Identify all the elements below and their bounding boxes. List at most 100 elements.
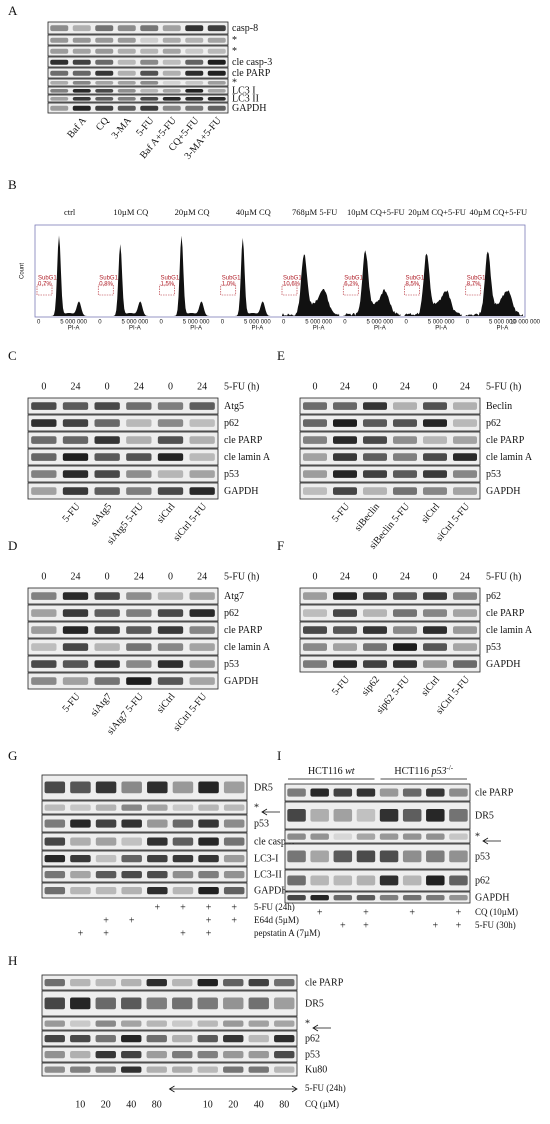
band bbox=[172, 997, 193, 1010]
band bbox=[95, 25, 114, 32]
band bbox=[157, 419, 184, 427]
band bbox=[44, 1066, 65, 1073]
band bbox=[223, 997, 244, 1010]
band bbox=[287, 850, 306, 863]
band-label: * bbox=[232, 35, 237, 46]
band bbox=[162, 89, 181, 93]
band bbox=[363, 592, 387, 600]
band bbox=[207, 70, 226, 76]
band bbox=[423, 487, 447, 495]
gate-name: SubG1 bbox=[99, 276, 118, 282]
band bbox=[95, 48, 114, 54]
band bbox=[95, 804, 117, 811]
time-label: 24 bbox=[134, 571, 144, 582]
x-tick-label: 5 000 000 bbox=[428, 320, 455, 326]
band bbox=[172, 804, 194, 811]
band bbox=[333, 419, 357, 427]
band bbox=[426, 788, 445, 797]
band bbox=[402, 809, 422, 822]
treatment-label: 5-FU (24h) bbox=[254, 902, 295, 912]
group-header: HCT116 p53-/- bbox=[394, 764, 453, 778]
band bbox=[363, 609, 387, 617]
plot-frame bbox=[34, 224, 526, 318]
band bbox=[31, 436, 57, 444]
blot-strip bbox=[27, 655, 219, 673]
band bbox=[423, 592, 447, 600]
band bbox=[248, 1066, 269, 1073]
band bbox=[126, 592, 152, 600]
band bbox=[121, 781, 142, 794]
band-label: cle casp-3 bbox=[254, 836, 294, 847]
blot-strip bbox=[41, 1016, 298, 1031]
band bbox=[363, 643, 387, 651]
band bbox=[274, 1051, 295, 1059]
panel-label: C bbox=[8, 348, 17, 363]
band bbox=[31, 419, 57, 427]
band bbox=[223, 1066, 244, 1073]
treatment-mark: + bbox=[180, 902, 186, 913]
gate-percent: 6,2% bbox=[344, 282, 358, 288]
band bbox=[453, 419, 477, 427]
band bbox=[94, 592, 120, 600]
band bbox=[95, 81, 114, 85]
blot-strip bbox=[27, 414, 219, 432]
band bbox=[121, 871, 142, 879]
band bbox=[126, 470, 152, 478]
band bbox=[44, 855, 66, 863]
blot-strip bbox=[27, 482, 219, 500]
band bbox=[393, 487, 417, 495]
band bbox=[185, 37, 204, 43]
band bbox=[70, 1035, 91, 1043]
band bbox=[189, 609, 215, 617]
band bbox=[62, 609, 89, 617]
band bbox=[393, 402, 417, 410]
treatment-mark: + bbox=[340, 920, 346, 931]
band bbox=[356, 788, 376, 797]
sample-label: 40µM CQ bbox=[236, 207, 271, 217]
band bbox=[333, 809, 353, 822]
time-label: 0 bbox=[105, 381, 110, 392]
band bbox=[189, 677, 215, 685]
band bbox=[197, 979, 218, 987]
band bbox=[70, 1020, 91, 1027]
band bbox=[207, 25, 226, 32]
band bbox=[423, 402, 447, 410]
band-label: DR5 bbox=[305, 998, 324, 1009]
gate-name: SubG1 bbox=[222, 276, 241, 282]
band bbox=[393, 436, 417, 444]
band bbox=[197, 1035, 218, 1043]
band bbox=[423, 660, 447, 668]
band bbox=[274, 1066, 295, 1073]
band bbox=[287, 833, 306, 840]
band bbox=[333, 895, 353, 901]
x-axis-label: PI-A bbox=[497, 326, 509, 332]
gate-name: SubG1 bbox=[283, 276, 302, 282]
cq-dose: 10 bbox=[75, 1099, 85, 1110]
blot-strip bbox=[41, 850, 248, 867]
treatment-mark: + bbox=[103, 928, 109, 939]
band bbox=[185, 105, 204, 111]
band bbox=[50, 89, 69, 93]
band bbox=[31, 592, 57, 600]
band bbox=[223, 979, 244, 987]
band-label: GAPDH bbox=[486, 659, 520, 670]
time-label: 24 bbox=[400, 571, 410, 582]
band bbox=[157, 436, 184, 444]
band bbox=[303, 626, 327, 634]
band bbox=[31, 453, 57, 461]
band bbox=[356, 850, 376, 863]
band bbox=[70, 804, 91, 811]
band bbox=[162, 25, 181, 32]
band bbox=[50, 48, 69, 54]
x-axis-label: PI-A bbox=[313, 326, 325, 332]
time-label: 24 bbox=[197, 381, 207, 392]
blot-strip bbox=[47, 45, 229, 57]
band bbox=[70, 887, 91, 895]
band bbox=[248, 979, 269, 987]
blot-strip bbox=[27, 448, 219, 466]
band bbox=[62, 453, 89, 461]
band bbox=[363, 419, 387, 427]
band-label: GAPDH bbox=[224, 676, 258, 687]
blot-strip bbox=[299, 655, 481, 673]
band bbox=[70, 871, 91, 879]
